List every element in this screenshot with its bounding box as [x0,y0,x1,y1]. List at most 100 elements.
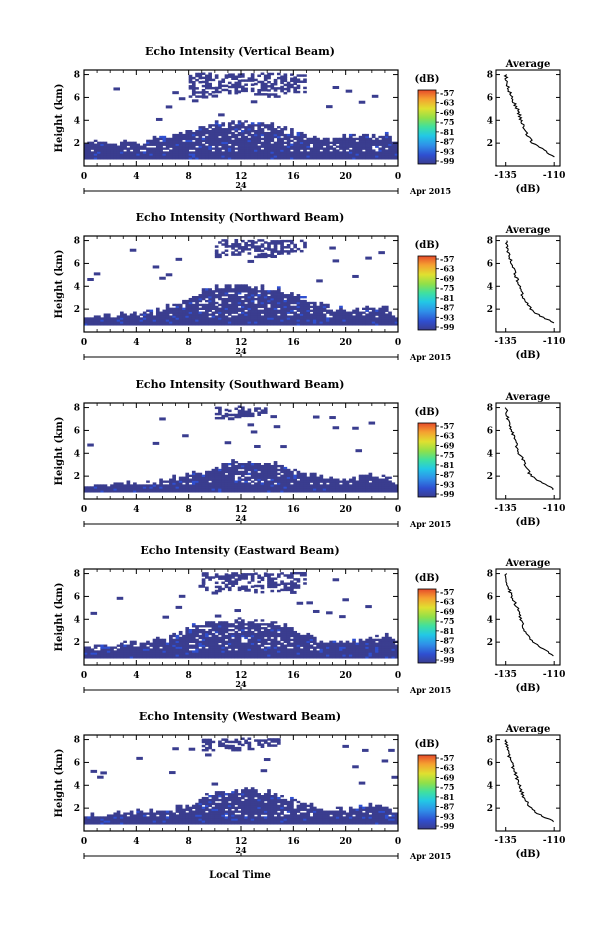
echo-cell [215,573,219,575]
x-tick-label: 8 [186,338,192,348]
echo-cell [248,477,252,479]
echo-cell [166,151,170,153]
echo-cell [166,273,173,276]
echo-cell [244,120,248,122]
echo-cell [323,147,327,149]
echo-cell [284,623,288,625]
echo-cell [182,635,186,637]
colorbar-tick-label: -69 [440,273,455,283]
profile-line [505,75,555,157]
echo-cell [205,631,209,633]
echo-cell [130,484,134,486]
echo-cell [382,479,386,481]
y-tick-label: 6 [74,426,80,436]
echo-cell [274,290,278,292]
echo-cell [189,298,193,300]
x-tick-label: 16 [287,505,300,515]
echo-cell [228,629,232,631]
echo-cell [378,479,382,481]
echo-cell [241,240,245,242]
echo-cell [221,588,225,590]
echo-cell [372,134,376,136]
echo-cell [310,484,314,486]
echo-cell [346,312,350,314]
echo-cell [166,105,173,108]
echo-cell [277,310,281,312]
echo-cell [238,132,242,134]
echo-cell [244,242,248,244]
echo-cell [241,86,245,88]
echo-cell [274,79,278,81]
echo-cell [300,473,304,475]
echo-cell [336,146,340,148]
echo-cell [208,576,212,578]
echo-cell [225,409,229,411]
echo-cell [228,317,232,319]
echo-cell [300,240,304,242]
echo-cell [310,650,314,652]
echo-cell [287,574,291,576]
echo-cell [261,249,265,251]
echo-cell [284,250,288,252]
echo-cell [221,239,225,241]
echo-cell [248,482,252,484]
echo-cell [218,254,222,256]
panel-title: Echo Intensity (Southward Beam) [136,378,345,391]
echo-cell [202,89,206,91]
echo-cell [280,627,284,629]
echo-cell [146,313,150,315]
echo-cell [333,578,340,581]
echo-cell [195,73,199,75]
echo-cell [362,134,366,136]
echo-cell [225,89,229,91]
echo-cell [248,240,252,242]
echo-cell [179,637,183,639]
echo-cell [270,573,274,575]
echo-cell [375,151,379,153]
echo-cell [261,284,265,286]
echo-cell [303,473,307,475]
panel-2: Echo Intensity (Northward Beam)Height (k… [54,211,565,362]
echo-cell [369,308,373,310]
x-tick-label: 20 [339,172,352,182]
echo-cell [251,122,255,124]
echo-cell [267,480,271,482]
echo-cell [329,151,333,153]
echo-cell [228,574,232,576]
echo-cell [326,105,333,108]
echo-cell [244,589,251,592]
echo-cell [284,88,288,90]
echo-cell [310,138,314,140]
echo-cell [244,304,248,306]
echo-cell [320,641,324,643]
echo-cell [215,467,219,469]
x-tick-label: 0 [81,172,87,182]
echo-cell [113,646,117,648]
echo-cell [228,650,232,652]
echo-cell [218,308,222,310]
echo-cell [369,138,373,140]
echo-cell [159,312,163,314]
echo-cell [313,646,317,648]
echo-cell [261,93,265,95]
profile-line [505,408,553,490]
echo-cell [172,304,176,306]
echo-cell [293,475,297,477]
date-tick-label: 24 [235,346,247,356]
echo-cell [339,306,343,308]
echo-cell [261,631,265,633]
echo-cell [293,578,297,580]
echo-cell [176,635,180,637]
echo-cell [303,578,307,580]
echo-cell [251,73,255,75]
echo-cell [375,477,379,479]
echo-cell [369,312,373,314]
profile-y-tick-label: 2 [487,305,493,315]
echo-cell [225,621,229,623]
echo-cell [169,479,173,481]
echo-cell [238,477,242,479]
echo-cell [290,643,294,645]
echo-cell [231,73,235,75]
y-tick-label: 8 [74,71,80,81]
echo-cell [205,128,209,130]
